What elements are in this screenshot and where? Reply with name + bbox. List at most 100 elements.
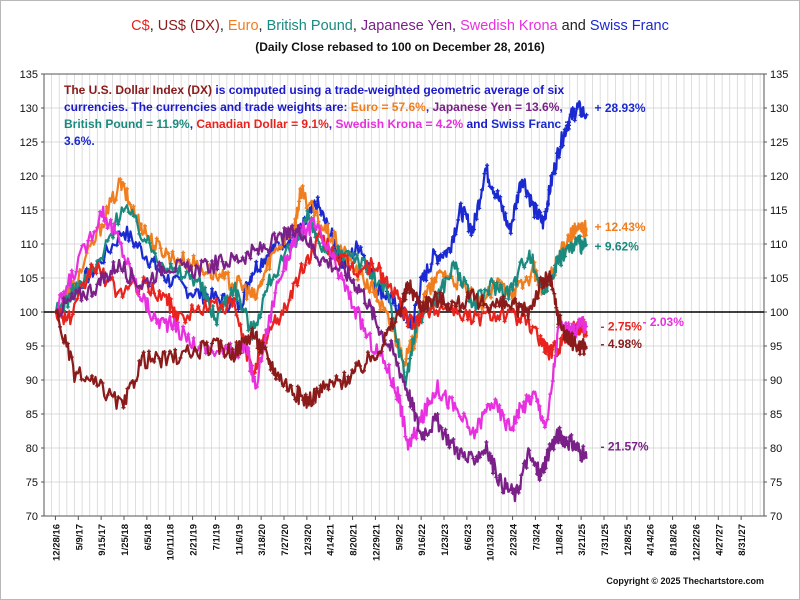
series-point-dx [469,288,474,293]
series-point-sek [535,399,540,404]
series-point-jpy [529,458,534,463]
series-point-sek [348,290,353,295]
series-point-jpy [418,431,423,436]
series-point-euro [489,295,494,300]
series-point-sek [397,393,402,398]
series-point-dx [453,304,458,309]
series-point-jpy [369,304,374,309]
series-point-jpy [416,428,421,433]
series-point-swiss [393,303,398,308]
series-point-sek [146,310,151,315]
series-point-euro [238,278,243,283]
series-point-jpy [439,425,444,430]
series-point-swiss [521,179,526,184]
series-point-dx [485,305,490,310]
series-point-dx [373,357,378,362]
series-point-euro [109,198,114,203]
x-tick-label: 5/9/17 [74,524,85,550]
series-point-gbp [386,292,391,297]
series-point-sek [386,362,391,367]
x-tick-label: 12/3/20 [303,524,314,556]
series-point-dx [350,368,355,373]
series-point-sek [505,418,510,423]
series-point-dx [434,291,439,296]
series-point-cad [544,345,549,350]
series-point-jpy [524,465,529,470]
y-tick-label-right: 95 [770,341,782,353]
series-point-euro [142,223,147,228]
series-point-cad [542,350,547,355]
series-point-jpy [379,329,384,334]
series-point-dx [568,334,573,339]
series-point-euro [316,219,321,224]
y-tick-label-right: 115 [770,205,788,217]
series-point-euro [139,221,144,226]
series-point-swiss [485,163,490,168]
series-point-dx [583,346,588,351]
series-point-dx [326,387,331,392]
series-point-dx [260,340,265,345]
series-point-sek [142,295,147,300]
series-point-cad [518,320,523,325]
series-point-euro [162,253,167,258]
series-point-swiss [564,123,569,128]
series-point-sek [431,393,436,398]
series-point-jpy [209,259,214,264]
series-point-gbp [132,214,137,219]
series-point-jpy [313,255,318,260]
series-point-euro [579,229,584,234]
series-point-dx [397,312,402,317]
series-point-dx [218,338,223,343]
series-point-swiss [469,233,474,238]
series-point-dx [473,295,478,300]
series-point-cad [558,336,563,341]
series-point-dx [54,310,59,314]
series-point-gbp [563,254,568,259]
series-point-swiss [126,238,131,243]
series-point-cad [307,260,312,265]
x-tick-label: 12/8/25 [623,523,634,555]
series-point-sek [566,321,571,326]
series-point-dx [477,303,482,308]
series-point-cad [405,324,410,329]
series-point-swiss [435,261,440,266]
series-point-sek [389,383,394,388]
series-point-sek [524,393,529,398]
series-point-dx [271,371,276,376]
series-point-cad [577,331,582,336]
series-point-dx [79,377,84,382]
series-point-gbp [351,251,356,256]
series-point-swiss [560,143,565,148]
series-point-sek [332,254,337,259]
series-point-jpy [395,361,400,366]
series-point-swiss [236,307,241,312]
series-point-jpy [428,429,433,434]
series-point-euro [308,200,313,205]
series-point-cad [342,253,347,258]
series-point-swiss [542,217,547,222]
series-point-dx [65,341,70,346]
series-point-gbp [137,231,142,236]
series-point-euro [297,199,302,204]
series-point-jpy [487,451,492,456]
series-point-dx [575,343,580,348]
series-point-jpy [362,301,367,306]
series-point-jpy [392,352,397,357]
series-point-jpy [545,447,550,452]
series-point-swiss [549,173,554,178]
series-point-jpy [115,269,120,274]
series-point-cad [63,318,68,323]
series-jpy [54,223,588,503]
series-point-gbp [577,234,582,239]
series-point-swiss [183,285,188,290]
series-point-euro [332,229,337,234]
series-point-sek [281,269,286,274]
series-point-sek [537,404,542,409]
note-part-2: Euro = 57.6% [350,100,426,114]
series-point-gbp [358,263,363,268]
series-point-cad [540,337,545,342]
x-tick-label: 9/15/17 [97,524,108,556]
series-point-swiss [188,292,193,297]
series-point-cad [330,245,335,250]
series-point-sek [442,392,447,397]
